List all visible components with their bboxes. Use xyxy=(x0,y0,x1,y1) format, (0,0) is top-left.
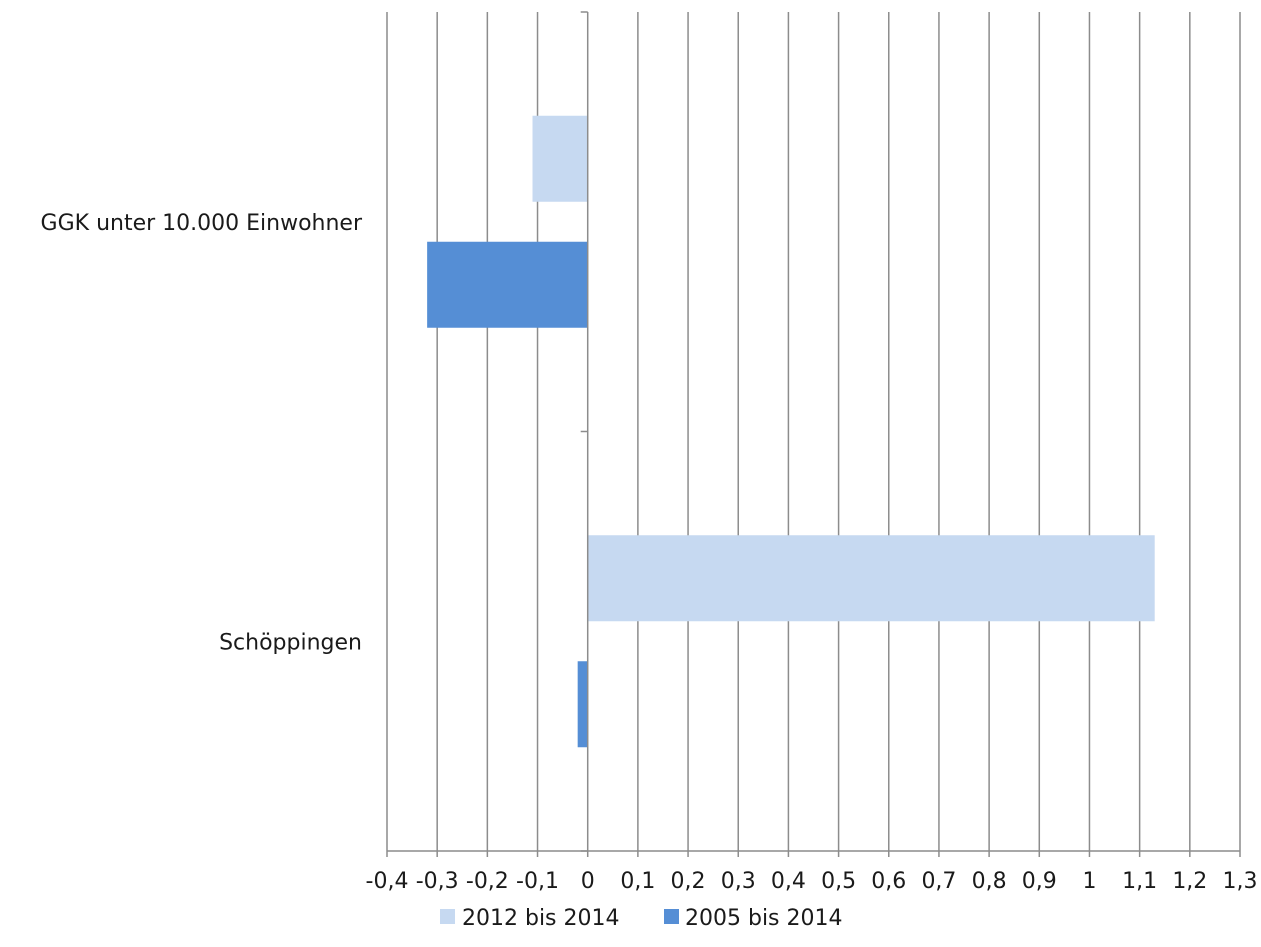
x-tick-label: 0,9 xyxy=(1022,869,1057,894)
bar-series-1 xyxy=(532,115,588,202)
x-tick-label: -0,2 xyxy=(466,869,509,894)
x-tick-label: 0,8 xyxy=(972,869,1007,894)
category-label: GGK unter 10.000 Einwohner xyxy=(41,211,363,236)
category-labels: GGK unter 10.000 Einwohner Schöppingen xyxy=(41,211,363,656)
x-tick-label: -0,4 xyxy=(366,869,409,894)
category-label: Schöppingen xyxy=(219,630,362,655)
x-tick-label: 1,3 xyxy=(1223,869,1258,894)
x-tick-label: 0 xyxy=(581,869,595,894)
x-tick-label: 1,2 xyxy=(1172,869,1207,894)
legend-swatch xyxy=(664,909,679,924)
x-tick-label: 0,5 xyxy=(821,869,856,894)
x-tick-label: 1 xyxy=(1082,869,1096,894)
bar-series-1 xyxy=(587,535,1155,622)
gridlines xyxy=(386,12,1241,851)
x-tick-label: 0,1 xyxy=(620,869,655,894)
x-tick-label: 1,1 xyxy=(1122,869,1157,894)
legend: 2012 bis 2014 2005 bis 2014 xyxy=(440,906,843,931)
legend-label: 2012 bis 2014 xyxy=(462,906,620,931)
x-tick-label: 0,3 xyxy=(721,869,756,894)
legend-swatch xyxy=(440,909,455,924)
bar-series-2 xyxy=(427,241,588,328)
x-tick-label: 0,2 xyxy=(671,869,706,894)
x-tick-label: -0,3 xyxy=(416,869,459,894)
legend-label: 2005 bis 2014 xyxy=(685,906,843,931)
x-tick-label: 0,6 xyxy=(871,869,906,894)
x-tick-label: 0,4 xyxy=(771,869,806,894)
x-tick-labels: -0,4 -0,3 -0,2 -0,1 0 0,1 0,2 0,3 0,4 0,5 0,6 0,7 0,… xyxy=(366,869,1258,894)
bar-series-2 xyxy=(577,661,588,748)
x-tick-label: -0,1 xyxy=(516,869,559,894)
x-tick-label: 0,7 xyxy=(921,869,956,894)
bars xyxy=(427,115,1155,748)
axes xyxy=(386,11,1241,857)
